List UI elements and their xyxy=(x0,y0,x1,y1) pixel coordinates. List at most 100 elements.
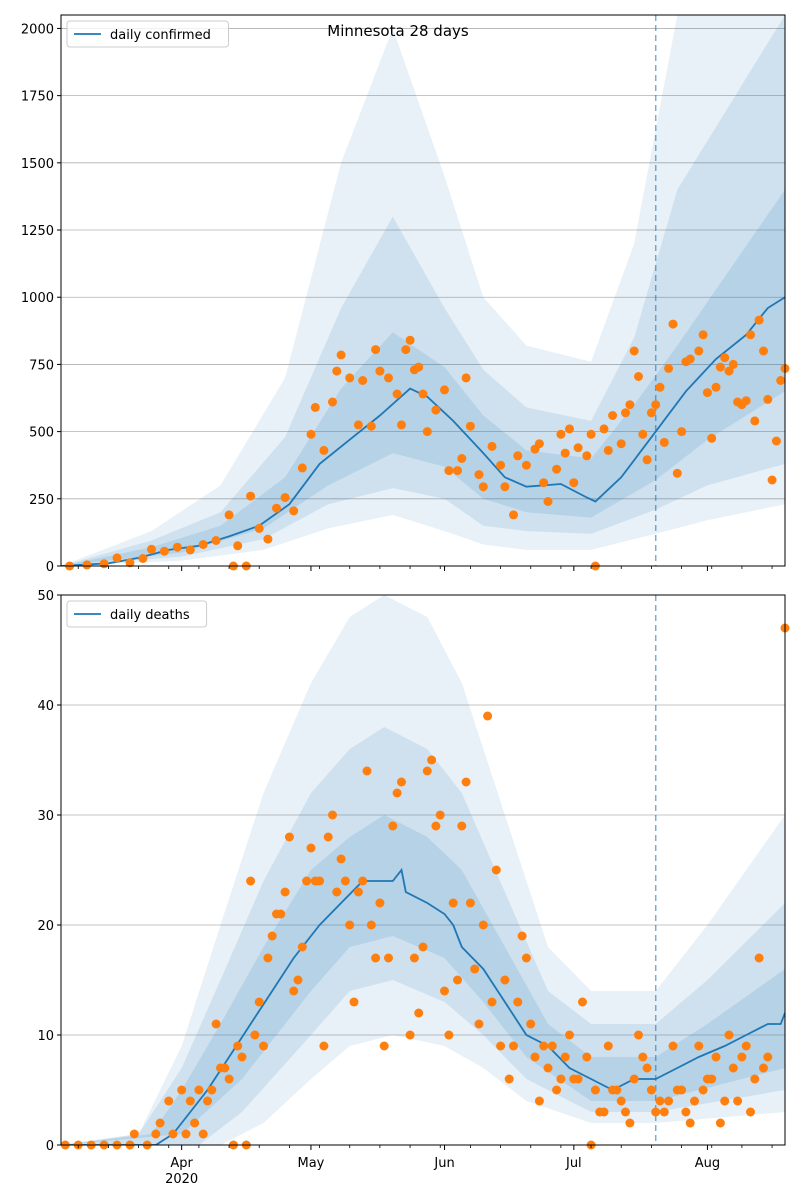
data-point xyxy=(513,997,523,1007)
data-point xyxy=(621,1107,630,1117)
data-point xyxy=(366,920,376,930)
data-point xyxy=(513,451,523,461)
x-tick-label: May xyxy=(298,1156,325,1171)
data-point xyxy=(418,389,428,399)
data-point xyxy=(763,394,773,404)
x-tick-label: Aug xyxy=(695,1156,720,1171)
data-point xyxy=(379,1041,389,1051)
data-point xyxy=(690,1096,699,1106)
data-point xyxy=(720,353,730,363)
data-point xyxy=(478,920,488,930)
data-point xyxy=(125,558,135,568)
figure-title: Minnesota 28 days xyxy=(327,22,469,40)
data-point xyxy=(418,942,428,952)
y-tick-label: 40 xyxy=(37,699,54,714)
y-tick-label: 250 xyxy=(29,493,54,508)
data-point xyxy=(711,382,721,392)
data-point xyxy=(112,553,122,563)
data-point xyxy=(767,475,777,485)
data-point xyxy=(384,373,393,383)
data-point xyxy=(397,777,406,787)
data-point xyxy=(345,373,355,383)
data-point xyxy=(448,898,458,908)
data-point xyxy=(340,876,350,886)
data-point xyxy=(733,1096,743,1106)
scatter-points xyxy=(60,623,790,1150)
data-point xyxy=(306,429,316,439)
data-point xyxy=(478,482,488,492)
data-point xyxy=(284,832,294,842)
data-point xyxy=(526,1019,536,1029)
x-tick-label: Apr xyxy=(170,1156,193,1171)
data-point xyxy=(332,366,342,376)
data-point xyxy=(336,854,346,864)
data-point xyxy=(573,443,583,453)
data-point xyxy=(651,1107,661,1117)
data-point xyxy=(349,997,359,1007)
data-point xyxy=(681,1107,691,1117)
data-point xyxy=(405,335,415,345)
data-point xyxy=(552,1085,562,1095)
data-point xyxy=(388,821,398,831)
data-point xyxy=(672,468,682,478)
data-point xyxy=(474,1019,484,1029)
data-point xyxy=(353,420,363,430)
data-point xyxy=(461,777,471,787)
data-point xyxy=(99,559,109,569)
axes-frame xyxy=(60,594,786,1146)
data-point xyxy=(556,1074,566,1084)
data-point xyxy=(707,433,717,443)
data-point xyxy=(211,1019,221,1029)
y-tick-label: 1250 xyxy=(21,224,54,239)
y-tick-label: 1500 xyxy=(21,157,54,172)
data-point xyxy=(534,439,544,449)
data-point xyxy=(315,876,325,886)
data-point xyxy=(487,441,497,451)
data-point xyxy=(246,876,256,886)
data-point xyxy=(384,953,393,963)
legend-label: daily deaths xyxy=(110,608,190,623)
data-point xyxy=(259,1041,268,1051)
uncertainty-band-inner xyxy=(61,815,785,1145)
confirmed-panel: 0 250 500 750 1000 1250 1500 1750 2000 daily conf… xyxy=(21,14,790,575)
y-tick-label: 0 xyxy=(46,560,54,575)
data-point xyxy=(750,416,760,426)
data-point xyxy=(224,1074,234,1084)
data-point xyxy=(138,554,148,563)
data-point xyxy=(741,396,751,406)
data-point xyxy=(496,1041,506,1051)
data-point xyxy=(168,1129,178,1139)
data-point xyxy=(465,421,475,431)
data-point xyxy=(702,388,712,398)
data-point xyxy=(362,766,372,776)
data-point xyxy=(190,1118,200,1128)
data-point xyxy=(375,898,385,908)
uncertainty-band-middle xyxy=(61,727,785,1145)
data-point xyxy=(625,1118,635,1128)
data-point xyxy=(371,953,381,963)
legend-box xyxy=(66,20,229,48)
y-tick-label: 30 xyxy=(37,809,54,824)
data-point xyxy=(233,1041,243,1051)
data-point xyxy=(664,363,674,373)
data-point xyxy=(397,420,406,430)
y-tick-label: 2000 xyxy=(21,22,54,37)
data-point xyxy=(224,510,234,520)
data-point xyxy=(207,1085,217,1095)
data-point xyxy=(185,1096,195,1106)
data-point xyxy=(616,439,626,449)
data-point xyxy=(440,986,449,996)
data-point xyxy=(646,408,656,418)
data-point xyxy=(642,455,652,465)
data-point xyxy=(366,421,376,431)
y-tick-label: 20 xyxy=(37,919,54,934)
data-point xyxy=(461,373,471,383)
uncertainty-band-inner xyxy=(61,189,785,566)
data-point xyxy=(147,544,156,554)
data-point xyxy=(435,810,445,820)
data-point xyxy=(444,1030,454,1040)
data-point xyxy=(685,354,695,364)
data-point xyxy=(634,1030,643,1040)
